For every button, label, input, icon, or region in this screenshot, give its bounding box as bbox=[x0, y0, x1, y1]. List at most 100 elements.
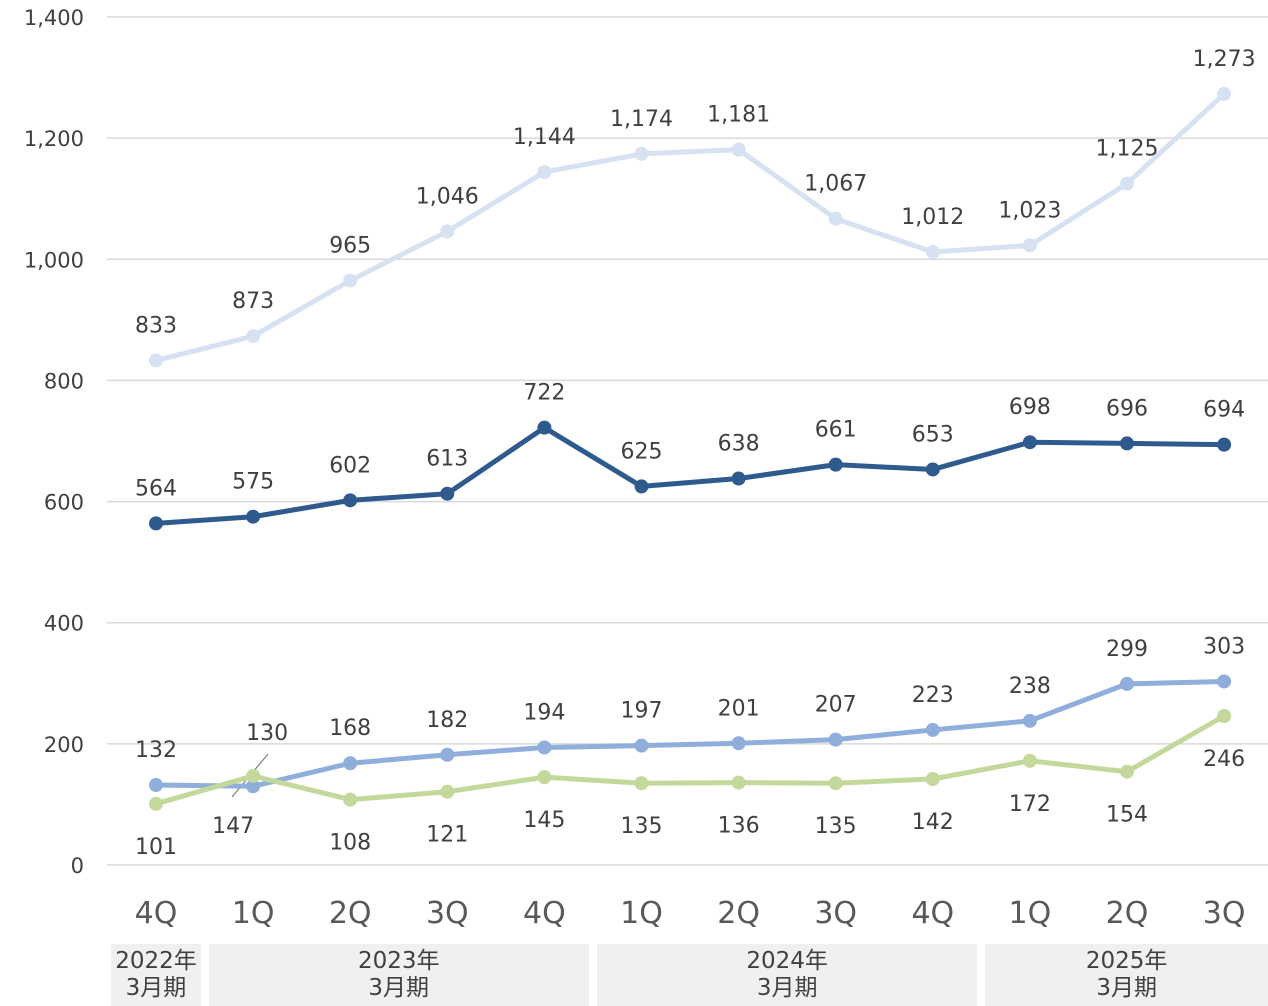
x-tick-label: 3Q bbox=[814, 896, 857, 931]
year-group-year: 2022年 bbox=[115, 948, 197, 974]
data-point bbox=[1217, 674, 1232, 689]
data-point bbox=[925, 722, 940, 737]
y-tick-label: 400 bbox=[44, 612, 84, 636]
series-line bbox=[153, 425, 1227, 526]
year-group-year: 2023年 bbox=[357, 948, 440, 974]
data-label: 873 bbox=[232, 289, 274, 314]
data-label: 136 bbox=[718, 814, 760, 839]
data-point bbox=[343, 792, 358, 807]
data-point bbox=[246, 509, 261, 524]
x-tick-label: 4Q bbox=[523, 896, 566, 931]
data-label: 194 bbox=[523, 700, 565, 725]
data-label: 197 bbox=[621, 699, 663, 724]
data-label: 722 bbox=[523, 381, 565, 406]
line-chart: 0 200 400 600 800 1,000 1,200 1,400 833 873 965 1,… bbox=[24, 6, 1268, 931]
data-label: 638 bbox=[718, 432, 760, 457]
x-tick-label: 3Q bbox=[1203, 896, 1246, 931]
data-point bbox=[537, 740, 552, 755]
data-point bbox=[828, 732, 843, 747]
data-label: 108 bbox=[329, 831, 371, 856]
data-label: 223 bbox=[912, 683, 954, 708]
x-tick-label: 1Q bbox=[232, 896, 275, 931]
data-point bbox=[246, 768, 261, 783]
data-point bbox=[1217, 86, 1232, 101]
year-group-label: 2025年 3月期 bbox=[985, 944, 1268, 1006]
data-point bbox=[343, 756, 358, 771]
data-label: 1,174 bbox=[610, 107, 673, 132]
data-point bbox=[1022, 435, 1037, 450]
data-label: 1,181 bbox=[707, 103, 770, 128]
x-tick-label: 1Q bbox=[1009, 896, 1052, 931]
data-label: 602 bbox=[329, 453, 371, 478]
data-point bbox=[440, 747, 455, 762]
year-group-year: 2025年 bbox=[1085, 948, 1168, 974]
data-point bbox=[149, 516, 163, 531]
y-tick-label: 1,200 bbox=[24, 127, 84, 151]
data-point bbox=[634, 479, 649, 494]
year-group-year: 2024年 bbox=[746, 948, 828, 974]
data-label: 564 bbox=[135, 476, 177, 501]
data-label: 1,067 bbox=[804, 172, 867, 197]
data-point bbox=[440, 784, 455, 799]
data-label: 965 bbox=[329, 233, 371, 258]
data-label: 698 bbox=[1009, 395, 1051, 420]
data-point bbox=[731, 775, 746, 790]
data-point bbox=[343, 273, 358, 288]
data-point bbox=[828, 457, 843, 472]
year-group-label: 2023年 3月期 bbox=[208, 944, 589, 1006]
x-tick-label: 2Q bbox=[1106, 896, 1149, 931]
y-tick-label: 0 bbox=[71, 854, 84, 878]
x-axis-ticks: 4Q 1Q 2Q 3Q 4Q 1Q 2Q 3Q 4Q 1Q 2Q 3Q bbox=[135, 896, 1246, 931]
year-group-period: 3月期 bbox=[1096, 975, 1157, 1001]
data-label: 833 bbox=[135, 313, 177, 338]
data-label: 1,125 bbox=[1096, 137, 1159, 162]
data-label: 207 bbox=[815, 693, 857, 718]
y-tick-label: 600 bbox=[44, 491, 84, 515]
y-tick-label: 1,000 bbox=[24, 248, 84, 272]
data-label: 130 bbox=[246, 721, 288, 746]
data-point bbox=[828, 211, 843, 226]
data-point bbox=[634, 146, 649, 161]
data-label: 201 bbox=[718, 696, 760, 721]
data-point bbox=[537, 770, 552, 785]
series-lines bbox=[149, 86, 1232, 811]
y-tick-label: 200 bbox=[44, 733, 84, 757]
data-label: 1,046 bbox=[416, 184, 479, 209]
data-point bbox=[1120, 436, 1134, 451]
data-point bbox=[731, 471, 746, 486]
data-label: 168 bbox=[329, 716, 371, 741]
data-label: 154 bbox=[1106, 803, 1148, 828]
data-point bbox=[149, 796, 163, 811]
data-point bbox=[925, 462, 940, 477]
data-label: 1,144 bbox=[513, 125, 576, 150]
data-point bbox=[1120, 176, 1134, 191]
data-point bbox=[1022, 713, 1037, 728]
data-label: 613 bbox=[426, 447, 468, 472]
y-tick-label: 800 bbox=[44, 369, 84, 393]
data-labels: 833 873 965 1,046 1,144 1,174 1,181 1,067 1,012 1… bbox=[135, 47, 1256, 860]
data-point bbox=[634, 738, 649, 753]
data-label: 101 bbox=[135, 835, 177, 860]
data-label: 303 bbox=[1203, 634, 1245, 659]
data-point bbox=[1120, 676, 1134, 691]
data-point bbox=[149, 778, 163, 793]
series-line bbox=[153, 713, 1227, 807]
data-label: 182 bbox=[426, 708, 468, 733]
data-label: 238 bbox=[1009, 674, 1051, 699]
data-point bbox=[343, 493, 358, 508]
data-label: 653 bbox=[912, 422, 954, 447]
data-label: 172 bbox=[1009, 792, 1051, 817]
data-label: 132 bbox=[135, 738, 177, 763]
data-label: 145 bbox=[523, 808, 565, 833]
year-group-period: 3月期 bbox=[756, 975, 818, 1001]
data-label: 696 bbox=[1106, 396, 1148, 421]
series-line bbox=[153, 678, 1227, 789]
year-group-period: 3月期 bbox=[368, 975, 430, 1001]
data-point bbox=[1217, 437, 1232, 452]
gridlines bbox=[107, 16, 1268, 866]
data-point bbox=[731, 736, 746, 751]
year-group-label: 2022年 3月期 bbox=[111, 944, 201, 1006]
data-point bbox=[1022, 753, 1037, 768]
data-label: 299 bbox=[1106, 637, 1148, 662]
data-point bbox=[537, 420, 552, 435]
